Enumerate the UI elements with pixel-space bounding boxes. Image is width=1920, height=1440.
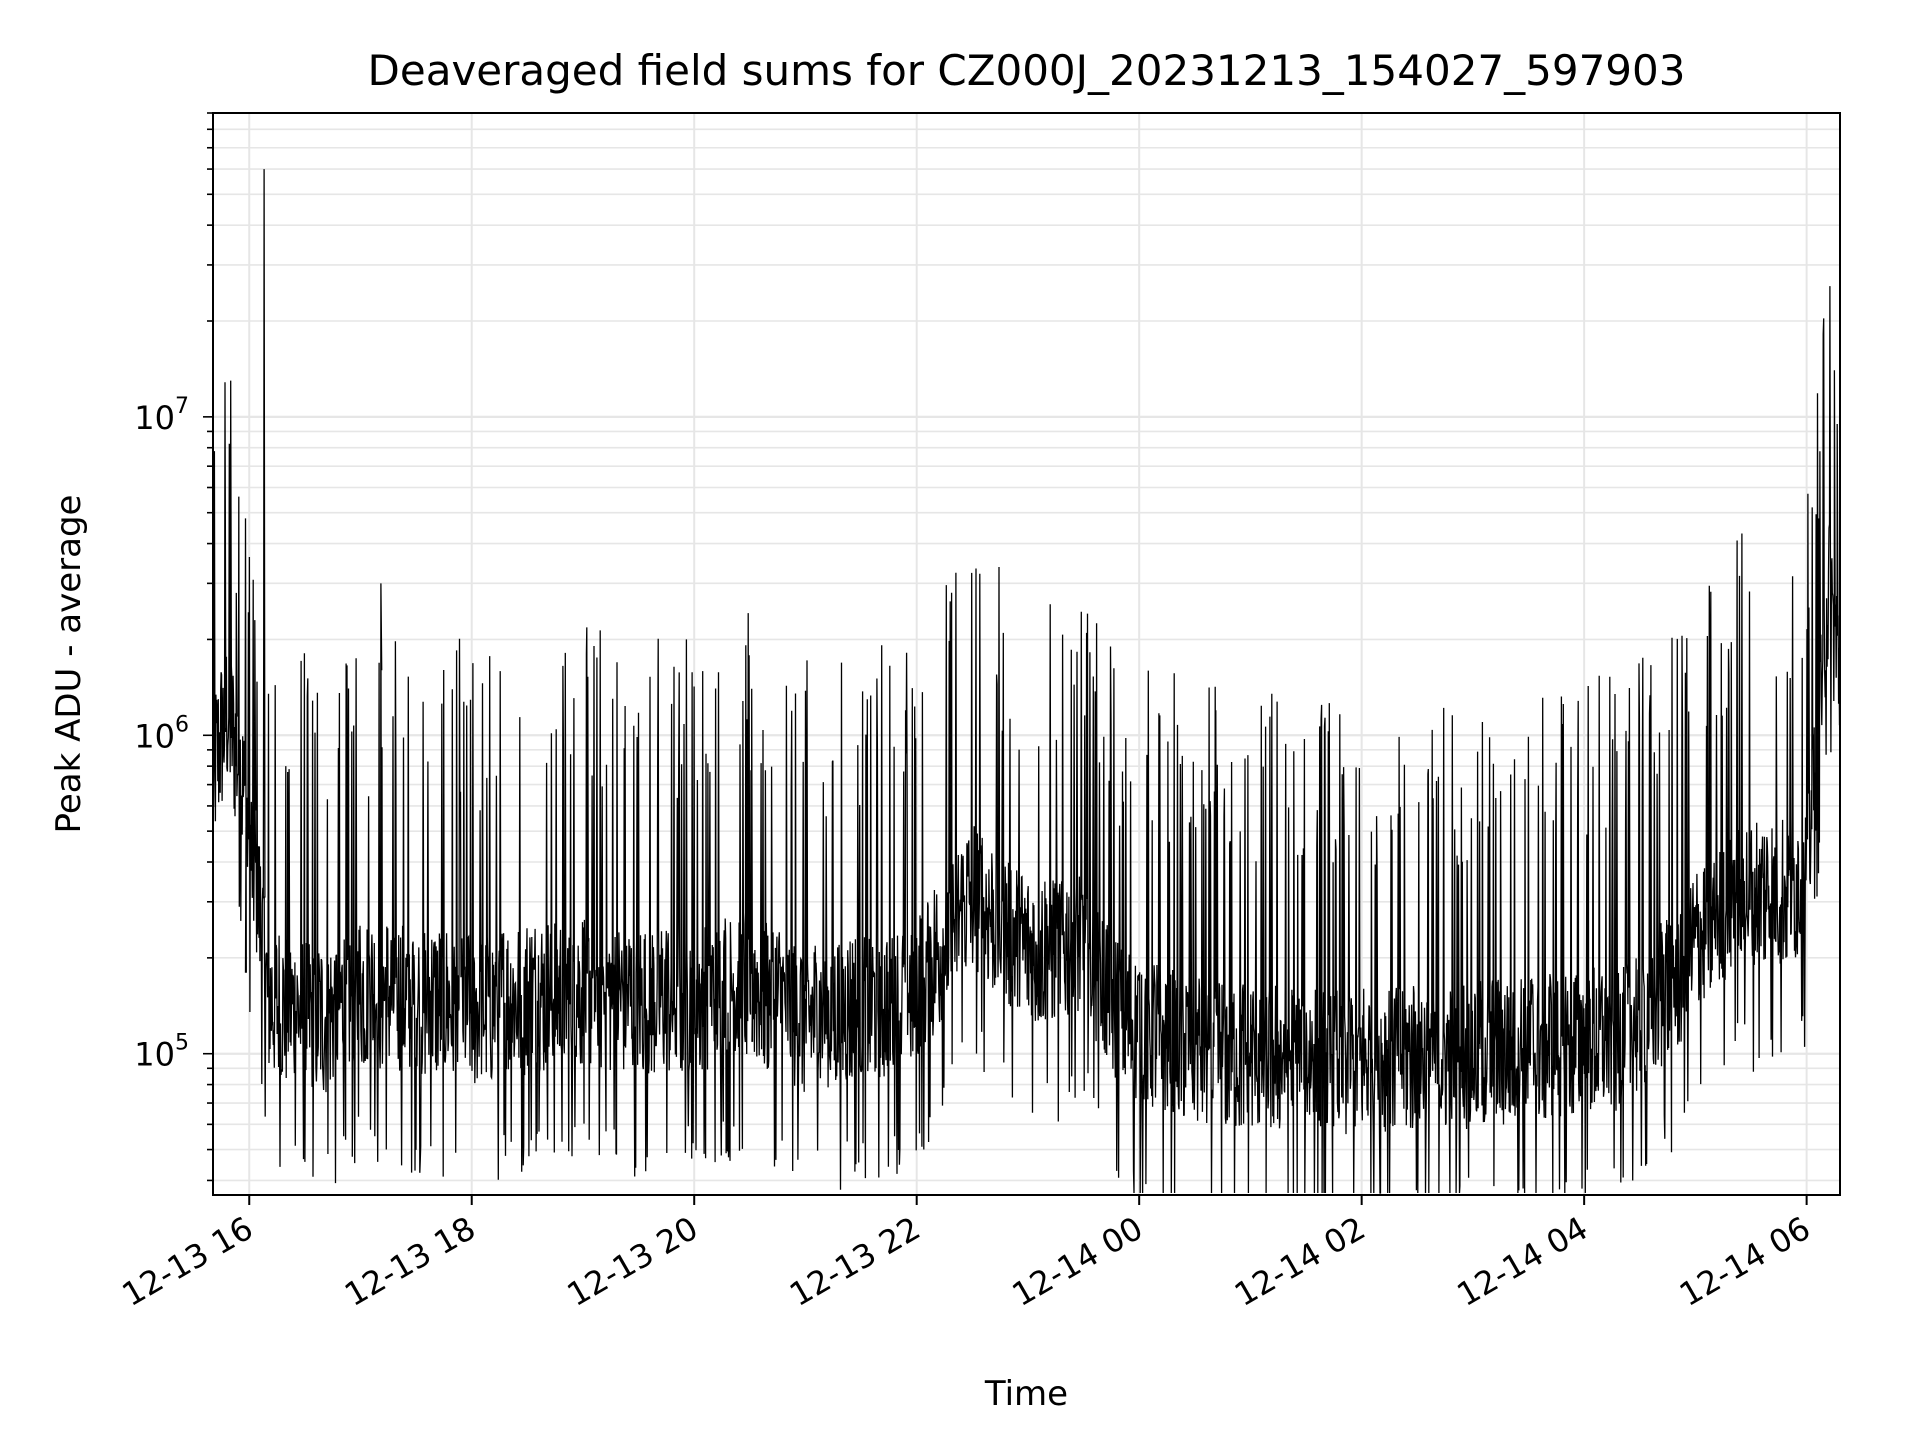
y-tick-label: 105: [134, 1031, 189, 1074]
y-tick-base: 10: [134, 717, 175, 755]
y-tick-label: 107: [134, 394, 189, 437]
series-line: [213, 169, 1840, 1194]
y-tick-label: 106: [134, 712, 189, 755]
x-axis-label: Time: [984, 1374, 1068, 1414]
y-tick-base: 10: [134, 1036, 175, 1074]
y-tick-exponent: 7: [175, 394, 189, 419]
y-tick-exponent: 5: [175, 1031, 189, 1056]
y-axis-label: Peak ADU - average: [49, 495, 89, 834]
series-path: [213, 169, 1840, 1194]
y-tick-base: 10: [134, 399, 175, 437]
y-tick-exponent: 6: [175, 712, 189, 737]
chart-title: Deaveraged field sums for CZ000J_2023121…: [368, 46, 1686, 95]
plot-frame: [212, 112, 1841, 1196]
